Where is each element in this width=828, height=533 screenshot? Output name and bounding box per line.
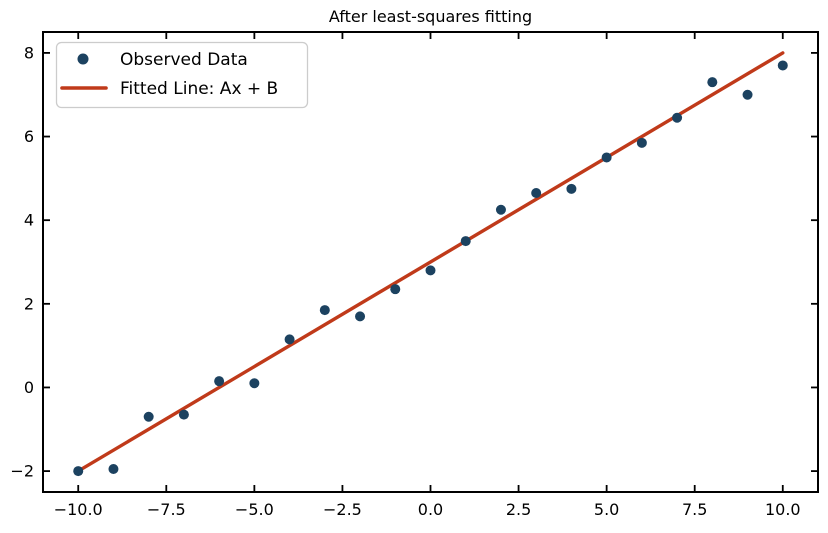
y-axis-tick-label: 2 (24, 294, 34, 313)
legend-box (55, 41, 309, 109)
x-axis-tick-label: −5.0 (235, 500, 274, 519)
scatter-point (495, 204, 506, 215)
x-axis-tick-label: 2.5 (506, 500, 531, 519)
x-axis-tick-label: −7.5 (147, 500, 186, 519)
scatter-point (425, 265, 436, 276)
scatter-point (707, 77, 718, 88)
y-axis-tick-label: −2 (10, 462, 34, 481)
x-axis-tick-label: −10.0 (54, 500, 103, 519)
x-axis-tick-label: 5.0 (594, 500, 619, 519)
legend-label-fitted-line: Fitted Line: Ax + B (120, 79, 278, 99)
scatter-point (777, 60, 788, 71)
scatter-point (636, 137, 647, 148)
scatter-point (390, 284, 401, 295)
scatter-point (178, 409, 189, 420)
scatter-point (460, 236, 471, 247)
legend-marker-observed-data-icon (77, 53, 89, 65)
y-axis-tick-label: 0 (24, 378, 34, 397)
scatter-point (73, 466, 84, 477)
y-axis-tick-label: 4 (24, 211, 34, 230)
y-axis-tick-label: 8 (24, 43, 34, 62)
chart-title: After least-squares fitting (329, 7, 532, 26)
scatter-point (742, 89, 753, 100)
scatter-point (284, 334, 295, 345)
x-axis-tick-label: 10.0 (765, 500, 801, 519)
scatter-point (249, 378, 260, 389)
scatter-point (672, 112, 683, 123)
legend-label-observed-data: Observed Data (120, 50, 248, 70)
legend: Observed Data Fitted Line: Ax + B (55, 41, 309, 109)
y-axis-tick-label: 6 (24, 127, 34, 146)
fitted-line (76, 51, 785, 473)
scatter-point (355, 311, 366, 322)
scatter-point (143, 411, 154, 422)
scatter-point (319, 305, 330, 316)
plot-area: −10.0 −7.5 −5.0 −2.5 0.0 2.5 5.0 7.5 10.0 −2 0 2 4 6 8 (10, 31, 819, 519)
scatter-point (566, 183, 577, 194)
x-axis-tick-label: 7.5 (682, 500, 707, 519)
scatter-point (214, 376, 225, 387)
x-axis-tick-label: −2.5 (323, 500, 362, 519)
scatter-point (531, 188, 542, 198)
scatter-point (601, 152, 612, 163)
x-axis-tick-label: 0.0 (418, 500, 443, 519)
scatter-point (108, 464, 119, 474)
